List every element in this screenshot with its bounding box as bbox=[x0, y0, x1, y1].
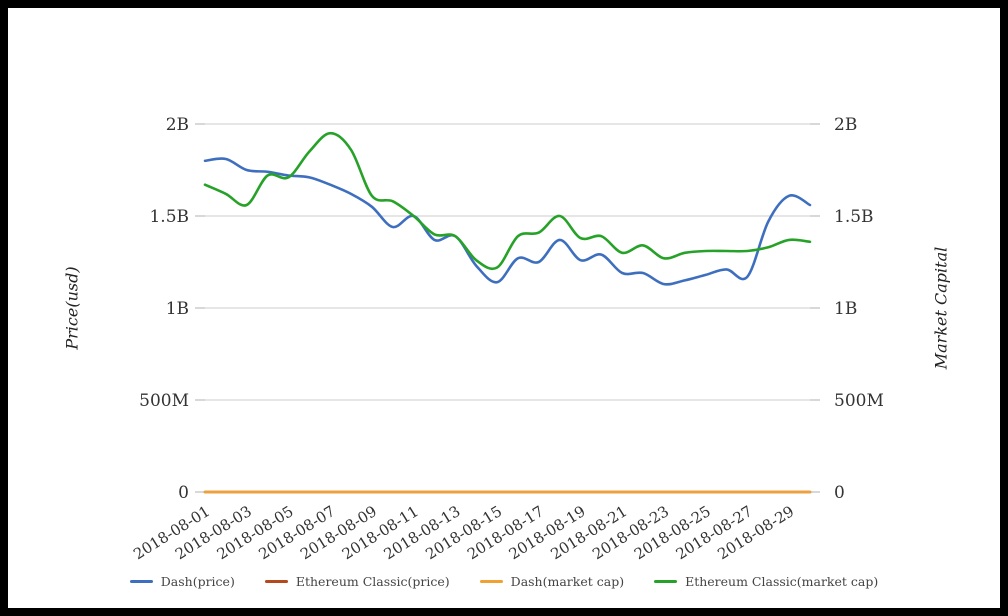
y-tick-label-left: 1.5B bbox=[149, 207, 189, 227]
series-line-dash-price bbox=[203, 157, 812, 286]
y-tick-label-left: 500M bbox=[139, 391, 189, 411]
y-tick-label-right: 1B bbox=[834, 299, 857, 319]
y-tick-label-left: 0 bbox=[178, 483, 189, 503]
legend-label: Dash(market cap) bbox=[510, 574, 625, 589]
y-tick-label-right: 1.5B bbox=[834, 207, 874, 227]
legend-label: Ethereum Classic(price) bbox=[295, 574, 450, 589]
y-tick-label-left: 1B bbox=[166, 299, 189, 319]
legend-swatch-ethereum-classic-price bbox=[264, 580, 288, 583]
legend-item-dash-market-cap[interactable]: Dash(market cap) bbox=[479, 574, 625, 589]
legend-item-ethereum-classic-price[interactable]: Ethereum Classic(price) bbox=[264, 574, 450, 589]
legend-item-ethereum-classic-market-cap[interactable]: Ethereum Classic(market cap) bbox=[654, 574, 878, 589]
legend-label: Dash(price) bbox=[160, 574, 235, 589]
chart-legend: Dash(price) Ethereum Classic(price) Dash(m… bbox=[0, 574, 1008, 589]
legend-swatch-ethereum-classic-market-cap bbox=[654, 580, 678, 583]
y-tick-label-left: 2B bbox=[166, 115, 189, 135]
y-tick-label-right: 0 bbox=[834, 483, 845, 503]
left-axis-title: Price(usd) bbox=[62, 266, 82, 350]
y-tick-label-right: 500M bbox=[834, 391, 884, 411]
series-line-ethereum-classic-market-cap bbox=[203, 131, 812, 271]
y-tick-label-right: 2B bbox=[834, 115, 857, 135]
right-axis-title: Market Capital bbox=[931, 246, 951, 370]
legend-swatch-dash-price bbox=[129, 580, 153, 583]
legend-swatch-dash-market-cap bbox=[479, 580, 503, 583]
legend-item-dash-price[interactable]: Dash(price) bbox=[129, 574, 235, 589]
legend-label: Ethereum Classic(market cap) bbox=[685, 574, 879, 589]
